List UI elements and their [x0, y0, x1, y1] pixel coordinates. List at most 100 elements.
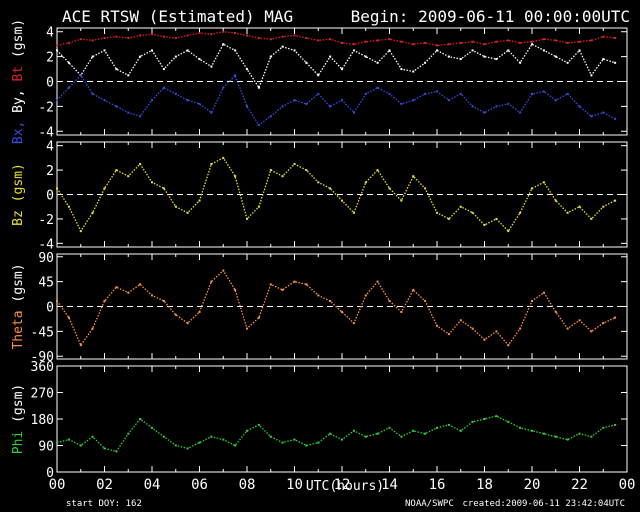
data-point-phi	[281, 441, 284, 444]
data-point-by	[317, 74, 320, 77]
data-point-bt	[471, 40, 474, 43]
data-point-bt	[293, 34, 296, 37]
data-point-bz	[115, 169, 118, 172]
data-point-bz	[542, 181, 545, 184]
data-point-bx	[174, 92, 177, 95]
data-point-bx	[471, 105, 474, 108]
data-point-bz	[424, 187, 427, 190]
data-point-bz	[305, 169, 308, 172]
data-point-bx	[507, 102, 510, 105]
data-point-phi	[91, 435, 94, 438]
data-point-phi	[400, 435, 403, 438]
data-point-bt	[341, 41, 343, 44]
x-tick-label: 10	[286, 477, 303, 493]
data-point-bz	[151, 181, 153, 184]
series-by	[56, 43, 617, 90]
data-point-theta	[495, 330, 498, 333]
data-point-bt	[91, 39, 94, 42]
x-tick-label: 14	[381, 477, 398, 493]
data-point-bt	[79, 38, 82, 41]
ylabel-main: Bz (gsm)	[11, 163, 26, 226]
series-line-bt	[56, 31, 616, 47]
data-point-by	[542, 49, 545, 52]
data-point-by	[151, 49, 153, 52]
y-tick-label: 90	[38, 251, 54, 266]
data-point-by	[388, 49, 391, 52]
data-point-by	[352, 49, 355, 52]
data-point-phi	[305, 444, 308, 447]
data-point-theta	[115, 286, 118, 289]
data-point-by	[234, 49, 237, 52]
data-point-theta	[56, 300, 58, 302]
data-point-bt	[352, 43, 355, 46]
data-point-bx	[139, 115, 142, 118]
data-point-by	[198, 58, 201, 61]
x-tick-label: 18	[476, 477, 493, 493]
data-point-bt	[447, 43, 450, 46]
data-point-theta	[352, 322, 355, 325]
data-point-by	[471, 49, 474, 52]
data-point-by	[293, 49, 296, 52]
data-point-theta	[162, 300, 165, 302]
y-tick-label: 0	[46, 466, 54, 481]
y-tick-label: 2	[46, 51, 54, 66]
data-point-by	[566, 61, 569, 64]
series-bz	[56, 156, 617, 233]
data-point-theta	[305, 283, 308, 286]
data-point-bz	[79, 230, 82, 233]
data-point-theta	[531, 300, 533, 302]
data-point-bx	[519, 111, 522, 114]
ylabel-unit: (gsm)	[11, 19, 26, 66]
data-point-bt	[246, 34, 248, 37]
data-point-by	[257, 86, 260, 89]
x-tick-label: 04	[144, 477, 161, 493]
data-point-bx	[602, 111, 605, 114]
data-point-bx	[352, 111, 355, 114]
data-point-phi	[519, 426, 522, 429]
data-point-theta	[578, 319, 581, 322]
data-point-phi	[115, 450, 118, 453]
data-point-theta	[566, 327, 569, 330]
data-point-bz	[578, 205, 581, 208]
data-point-phi	[234, 444, 237, 447]
data-point-by	[364, 55, 367, 58]
data-point-bz	[519, 211, 522, 214]
data-point-theta	[590, 330, 593, 333]
data-point-bt	[281, 35, 284, 38]
data-point-theta	[519, 327, 522, 330]
data-point-bz	[67, 205, 70, 208]
ylabel-main: Theta	[11, 310, 26, 349]
data-point-by	[507, 49, 510, 52]
data-point-bx	[210, 111, 213, 114]
x-tick-label: 00	[619, 477, 636, 493]
data-point-theta	[186, 322, 189, 325]
data-point-bz	[614, 199, 617, 202]
y-tick-label: -90	[31, 350, 54, 365]
data-point-theta	[257, 316, 260, 319]
y-tick-label: 4	[46, 26, 54, 41]
data-point-bx	[79, 74, 82, 77]
data-point-bz	[554, 199, 557, 202]
y-tick-label: 4	[46, 140, 54, 155]
data-point-bz	[317, 181, 320, 184]
data-point-bz	[56, 187, 58, 190]
data-point-by	[115, 68, 118, 71]
data-point-by	[531, 43, 533, 46]
data-point-bt	[56, 44, 58, 47]
data-point-bx	[56, 99, 58, 102]
x-tick-label: 22	[571, 477, 588, 493]
panel-phi: 360 270 180 90 0 Phi (gsm)	[11, 360, 628, 481]
data-point-bx	[269, 115, 272, 118]
data-point-theta	[400, 311, 403, 313]
series-line-bz	[56, 157, 616, 233]
data-point-theta	[388, 300, 391, 302]
y-tick-label: -4	[38, 237, 54, 252]
data-point-bt	[376, 39, 379, 42]
data-point-theta	[507, 344, 510, 347]
data-point-bx	[246, 105, 248, 108]
data-point-phi	[376, 432, 379, 435]
credit: NOAA/SWPC	[405, 499, 454, 509]
data-point-bx	[257, 124, 260, 126]
data-point-by	[281, 45, 284, 48]
data-point-bx	[341, 99, 343, 102]
